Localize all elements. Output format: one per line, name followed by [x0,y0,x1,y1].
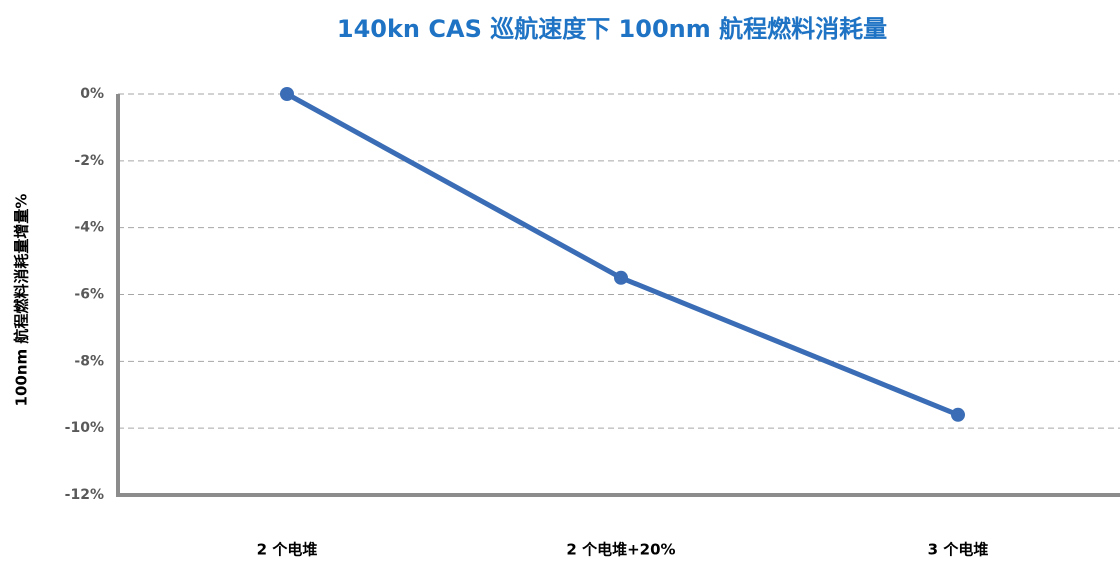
chart-title: 140kn CAS 巡航速度下 100nm 航程燃料消耗量 [337,15,887,43]
data-line [285,91,959,418]
data-point [951,407,965,422]
y-axis-label: 100nm 航程燃料消耗量增量% [13,194,31,407]
x-tick-label: 3 个电堆 [928,541,989,559]
y-tick-label: -6% [74,287,104,303]
y-tick-label: -4% [74,220,104,236]
data-point [280,87,294,101]
x-tick-label: 2 个电堆+20% [566,541,675,559]
y-tick-label: -10% [65,420,104,436]
y-tick-label: -8% [74,353,104,369]
y-tick-label: -12% [65,487,104,503]
x-tick-label: 2 个电堆 [257,541,318,559]
data-point [614,270,628,285]
y-tick-label: -2% [74,153,104,169]
y-tick-label: 0% [80,86,104,102]
